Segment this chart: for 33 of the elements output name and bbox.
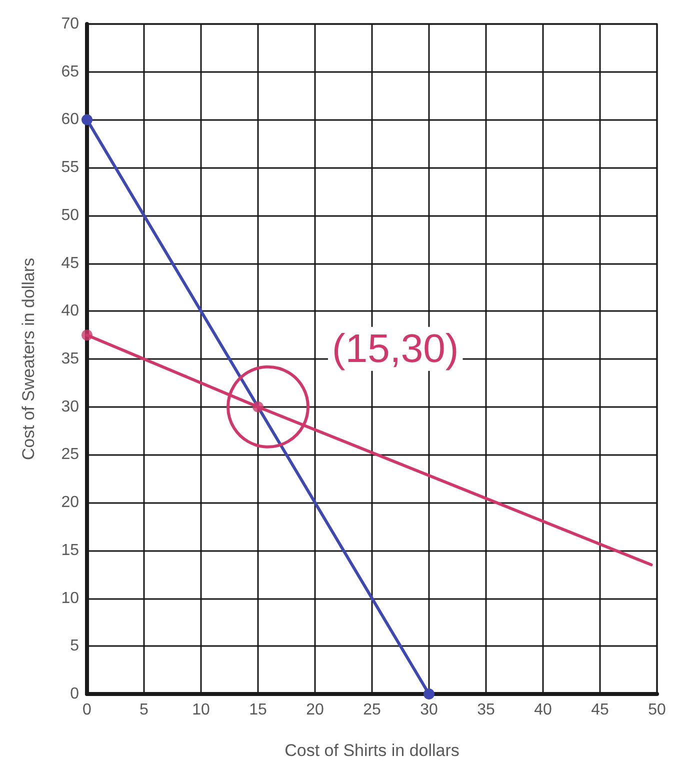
y-tick-label: 25 <box>61 446 80 464</box>
y-tick-label: 60 <box>61 111 80 128</box>
y-tick-label: 0 <box>70 686 80 702</box>
y-tick-label: 15 <box>61 542 80 559</box>
y-tick-label: 50 <box>61 206 80 224</box>
y-tick-label: 5 <box>70 638 80 655</box>
point <box>424 688 434 700</box>
x-tick-label: 0 <box>82 702 92 718</box>
x-tick-label: 50 <box>648 702 666 718</box>
x-tick-label: 40 <box>534 702 552 718</box>
x-tick-label: 10 <box>192 702 210 718</box>
y-tick-label: 30 <box>61 398 80 416</box>
y-tick-label: 65 <box>61 63 80 80</box>
x-tick-label: 25 <box>363 702 381 718</box>
y-axis-title: Cost of Sweaters in dollars <box>19 258 38 460</box>
x-tick-label: 30 <box>420 702 438 718</box>
x-tick-label: 35 <box>477 702 495 718</box>
y-tick-label: 70 <box>61 16 80 32</box>
x-tick-label: 5 <box>140 702 149 718</box>
x-axis-title: Cost of Shirts in dollars <box>284 741 460 760</box>
y-tick-label: 55 <box>61 159 80 176</box>
x-tick-label: 45 <box>591 702 609 718</box>
y-tick-label: 45 <box>61 254 80 272</box>
y-tick-label: 40 <box>61 302 80 320</box>
point <box>82 330 92 341</box>
y-tick-label: 35 <box>61 350 80 368</box>
y-tick-label: 20 <box>61 494 80 512</box>
y-tick-label: 10 <box>61 590 80 607</box>
annotation: (15,30) <box>332 326 459 371</box>
point <box>252 401 264 412</box>
x-tick-label: 15 <box>249 702 267 718</box>
x-tick-label: 20 <box>306 702 324 718</box>
point <box>82 114 92 126</box>
